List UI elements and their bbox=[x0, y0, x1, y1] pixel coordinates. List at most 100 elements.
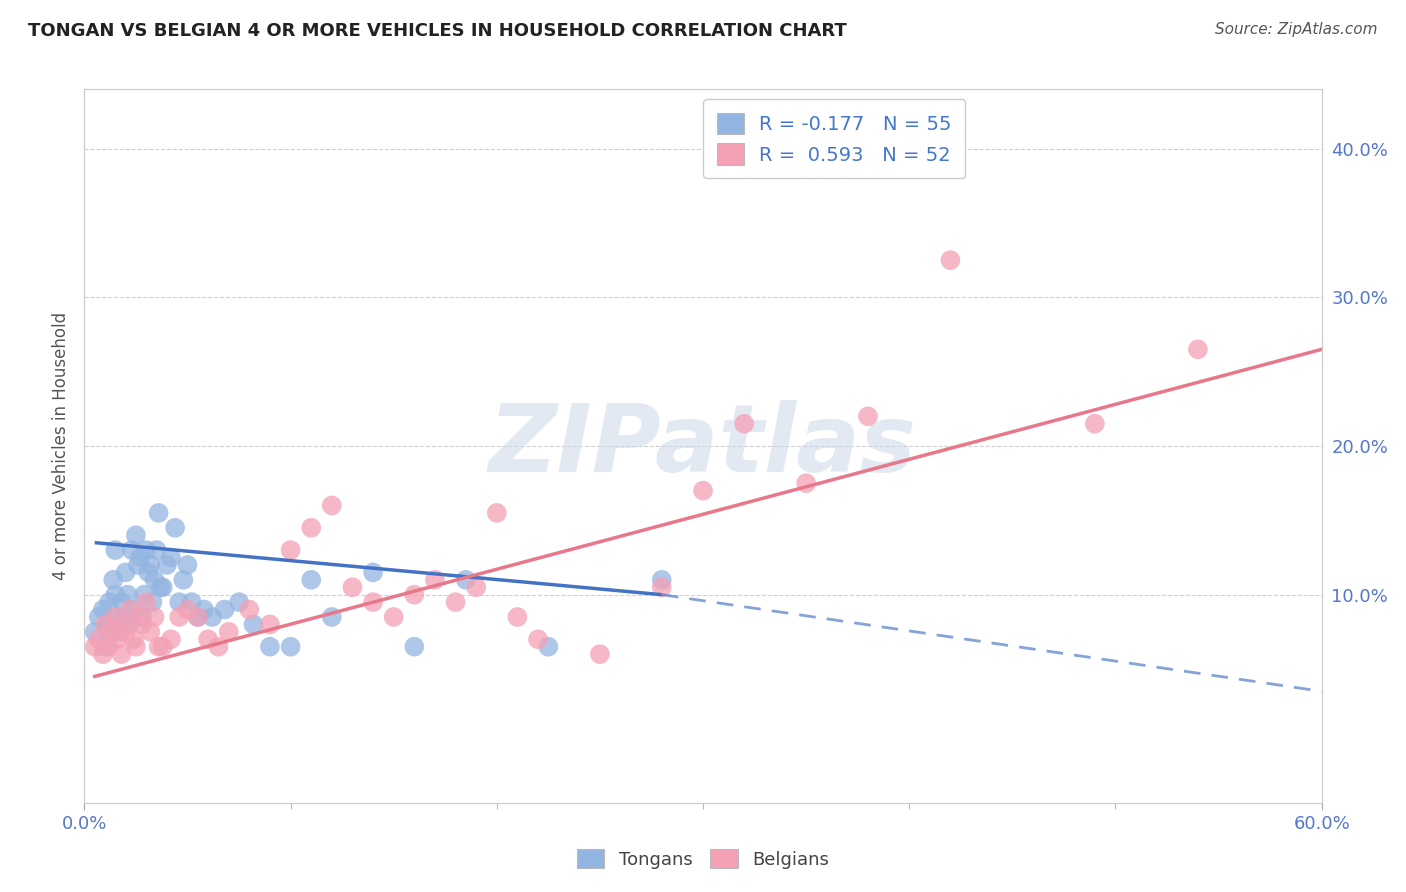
Point bbox=[100, 624, 122, 639]
Point bbox=[187, 610, 209, 624]
Point bbox=[361, 566, 384, 580]
Point bbox=[733, 417, 755, 431]
Point bbox=[238, 602, 260, 616]
Point bbox=[104, 588, 127, 602]
Point bbox=[117, 588, 139, 602]
Point bbox=[218, 624, 240, 639]
Point bbox=[207, 640, 229, 654]
Point bbox=[939, 253, 962, 268]
Point bbox=[228, 595, 250, 609]
Point bbox=[1084, 417, 1107, 431]
Point bbox=[87, 610, 110, 624]
Point bbox=[321, 610, 343, 624]
Point bbox=[187, 610, 209, 624]
Point bbox=[651, 573, 673, 587]
Point bbox=[139, 558, 162, 572]
Point bbox=[87, 632, 110, 647]
Point bbox=[104, 610, 127, 624]
Text: TONGAN VS BELGIAN 4 OR MORE VEHICLES IN HOUSEHOLD CORRELATION CHART: TONGAN VS BELGIAN 4 OR MORE VEHICLES IN … bbox=[28, 22, 846, 40]
Point bbox=[589, 647, 612, 661]
Point bbox=[160, 632, 183, 647]
Point bbox=[299, 521, 322, 535]
Point bbox=[651, 580, 673, 594]
Point bbox=[299, 573, 322, 587]
Point bbox=[280, 640, 302, 654]
Point bbox=[527, 632, 550, 647]
Point bbox=[105, 632, 128, 647]
Point bbox=[91, 647, 114, 661]
Point bbox=[176, 602, 198, 616]
Point bbox=[143, 610, 166, 624]
Legend: Tongans, Belgians: Tongans, Belgians bbox=[569, 841, 837, 876]
Point bbox=[125, 528, 148, 542]
Point bbox=[856, 409, 879, 424]
Point bbox=[118, 617, 141, 632]
Point bbox=[193, 602, 215, 616]
Point bbox=[156, 558, 179, 572]
Point bbox=[361, 595, 384, 609]
Point bbox=[98, 640, 121, 654]
Point bbox=[152, 640, 174, 654]
Point bbox=[242, 617, 264, 632]
Point bbox=[105, 610, 128, 624]
Point bbox=[135, 595, 157, 609]
Point bbox=[465, 580, 488, 594]
Text: ZIPatlas: ZIPatlas bbox=[489, 400, 917, 492]
Point bbox=[180, 595, 202, 609]
Point bbox=[98, 595, 121, 609]
Point bbox=[129, 610, 152, 624]
Point bbox=[143, 573, 166, 587]
Point bbox=[149, 580, 172, 594]
Point bbox=[176, 558, 198, 572]
Point bbox=[122, 632, 145, 647]
Point bbox=[96, 617, 118, 632]
Point bbox=[134, 588, 156, 602]
Point bbox=[165, 521, 187, 535]
Point bbox=[125, 640, 148, 654]
Point bbox=[100, 624, 122, 639]
Point bbox=[108, 624, 131, 639]
Text: Source: ZipAtlas.com: Source: ZipAtlas.com bbox=[1215, 22, 1378, 37]
Point bbox=[382, 610, 405, 624]
Point bbox=[423, 573, 446, 587]
Point bbox=[110, 647, 132, 661]
Point bbox=[197, 632, 219, 647]
Point bbox=[148, 640, 170, 654]
Point bbox=[135, 543, 157, 558]
Point bbox=[454, 573, 477, 587]
Point bbox=[321, 499, 343, 513]
Point bbox=[114, 566, 136, 580]
Point bbox=[485, 506, 508, 520]
Point bbox=[83, 624, 105, 639]
Point bbox=[139, 624, 162, 639]
Y-axis label: 4 or more Vehicles in Household: 4 or more Vehicles in Household bbox=[52, 312, 70, 580]
Point bbox=[110, 595, 132, 609]
Point bbox=[404, 640, 426, 654]
Point bbox=[122, 602, 145, 616]
Point bbox=[131, 610, 153, 624]
Point bbox=[114, 624, 136, 639]
Point bbox=[444, 595, 467, 609]
Point bbox=[148, 506, 170, 520]
Point bbox=[94, 640, 117, 654]
Point bbox=[112, 617, 135, 632]
Point bbox=[537, 640, 560, 654]
Point bbox=[103, 573, 125, 587]
Point bbox=[201, 610, 224, 624]
Point bbox=[794, 476, 817, 491]
Point bbox=[692, 483, 714, 498]
Point bbox=[214, 602, 236, 616]
Point bbox=[104, 543, 127, 558]
Point bbox=[91, 602, 114, 616]
Point bbox=[121, 543, 143, 558]
Point bbox=[152, 580, 174, 594]
Point bbox=[167, 595, 190, 609]
Point bbox=[136, 566, 159, 580]
Point bbox=[118, 602, 141, 616]
Point bbox=[145, 543, 167, 558]
Point bbox=[127, 558, 149, 572]
Point bbox=[131, 617, 153, 632]
Point bbox=[259, 617, 281, 632]
Point bbox=[259, 640, 281, 654]
Point bbox=[83, 640, 105, 654]
